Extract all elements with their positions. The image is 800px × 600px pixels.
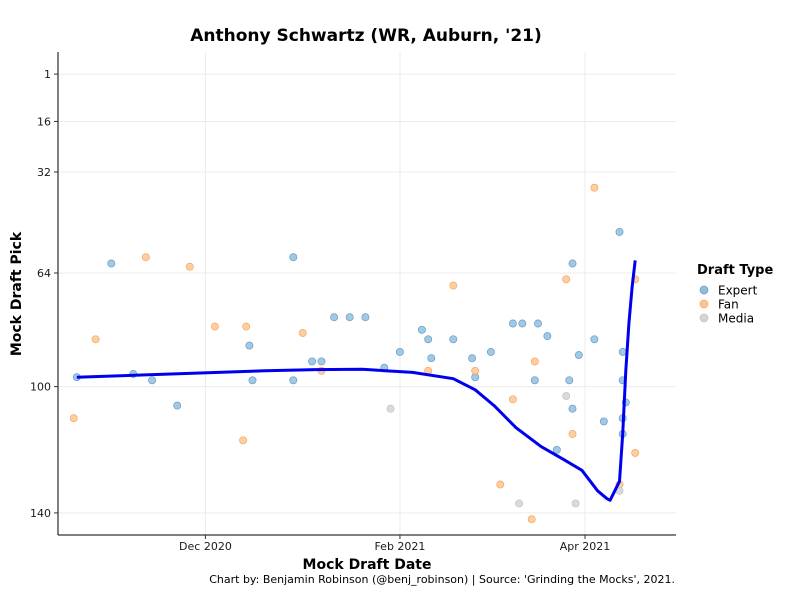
- y-tick-label: 140: [30, 507, 51, 520]
- point-fan: [590, 183, 599, 192]
- x-axis-title: Mock Draft Date: [303, 557, 432, 573]
- chart-title: Anthony Schwartz (WR, Auburn, '21): [190, 26, 542, 46]
- y-tick-label: 64: [37, 267, 51, 280]
- point-fan: [141, 253, 150, 262]
- point-expert: [530, 376, 539, 385]
- point-expert: [486, 347, 495, 356]
- point-expert: [330, 313, 339, 322]
- legend-label-expert: Expert: [718, 284, 758, 298]
- point-expert: [424, 335, 433, 344]
- point-expert: [173, 401, 182, 410]
- point-expert: [618, 347, 627, 356]
- caption: Chart by: Benjamin Robinson (@benj_robin…: [209, 573, 675, 586]
- point-expert: [148, 376, 157, 385]
- point-fan: [242, 322, 251, 331]
- point-expert: [565, 376, 574, 385]
- grid: [58, 52, 676, 535]
- point-expert: [248, 376, 257, 385]
- trend-line: [76, 260, 637, 502]
- y-ticks: 1 16 32 64 100 140: [30, 68, 58, 520]
- y-tick-label: 16: [37, 115, 51, 128]
- point-fan: [210, 322, 219, 331]
- y-tick-label: 100: [30, 381, 51, 394]
- point-expert: [308, 357, 317, 366]
- x-ticks: Dec 2020 Feb 2021 Apr 2021: [179, 535, 610, 553]
- x-tick-label: Apr 2021: [560, 540, 611, 553]
- point-expert: [245, 341, 254, 350]
- point-fan: [69, 414, 78, 423]
- point-fan: [471, 366, 480, 375]
- point-fan: [298, 329, 307, 337]
- point-expert: [534, 319, 542, 328]
- point-expert: [552, 445, 561, 454]
- point-expert: [568, 404, 577, 413]
- point-expert: [518, 319, 527, 328]
- point-expert: [417, 325, 426, 334]
- point-fan: [91, 335, 100, 344]
- point-fan: [530, 357, 539, 366]
- point-expert: [574, 351, 583, 360]
- point-media: [515, 499, 524, 508]
- axes: [57, 52, 676, 536]
- point-expert: [395, 347, 404, 356]
- point-fan: [185, 262, 194, 271]
- point-expert: [361, 313, 370, 322]
- point-expert: [427, 354, 436, 363]
- legend-label-media: Media: [718, 312, 754, 326]
- point-expert: [107, 259, 116, 268]
- point-expert: [345, 313, 354, 322]
- point-expert: [590, 335, 599, 344]
- point-expert: [543, 332, 552, 341]
- legend-marker-expert: [699, 285, 709, 295]
- point-fan: [631, 448, 640, 457]
- point-fan: [568, 430, 577, 438]
- point-fan: [239, 436, 248, 445]
- point-fan: [496, 480, 505, 489]
- x-tick-label: Dec 2020: [179, 540, 232, 553]
- point-fan: [562, 275, 571, 284]
- legend-title: Draft Type: [697, 263, 773, 278]
- points: [69, 183, 640, 524]
- point-fan: [449, 281, 458, 290]
- legend-marker-media: [699, 313, 709, 323]
- y-tick-label: 32: [37, 166, 51, 179]
- trend: [76, 260, 637, 502]
- point-expert: [599, 417, 608, 426]
- point-fan: [527, 515, 536, 524]
- point-expert: [508, 319, 517, 328]
- point-media: [386, 404, 395, 413]
- point-fan: [508, 395, 517, 404]
- y-tick-label: 1: [44, 68, 51, 81]
- point-expert: [449, 335, 458, 344]
- point-expert: [615, 227, 624, 236]
- x-tick-label: Feb 2021: [374, 540, 425, 553]
- legend-marker-fan: [699, 299, 709, 309]
- legend-label-fan: Fan: [718, 298, 739, 312]
- point-expert: [289, 376, 298, 385]
- y-axis-title: Mock Draft Pick: [9, 231, 25, 356]
- point-expert: [568, 259, 577, 268]
- point-expert: [317, 357, 326, 366]
- point-expert: [468, 354, 477, 363]
- point-media: [571, 499, 580, 508]
- point-media: [562, 392, 571, 401]
- point-expert: [289, 253, 298, 262]
